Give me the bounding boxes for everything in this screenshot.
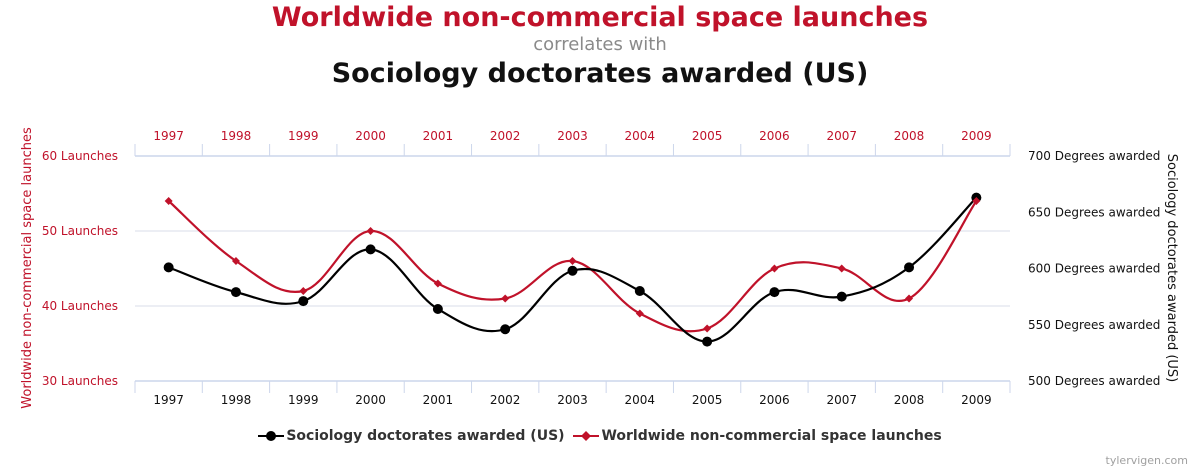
- point-doctorates-2008: [904, 262, 915, 273]
- y-left-axis-title: Worldwide non-commercial space launches: [20, 127, 35, 409]
- y-left-tick-label: 50 Launches: [42, 224, 118, 238]
- x-tick-label-bottom: 2005: [692, 393, 723, 407]
- point-launches-1998: [231, 257, 240, 265]
- y-right-tick-label: 650 Degrees awarded: [1028, 205, 1160, 219]
- point-launches-2001: [433, 279, 442, 288]
- x-tick-label-top: 1997: [153, 129, 184, 143]
- legend-marker-doctorates: [258, 431, 285, 441]
- point-doctorates-1999: [298, 296, 309, 307]
- y-right-tick-label: 600 Degrees awarded: [1028, 262, 1160, 276]
- point-doctorates-2002: [500, 324, 511, 335]
- point-launches-2000: [366, 227, 375, 235]
- x-tick-label-top: 2000: [355, 129, 386, 143]
- x-tick-label-bottom: 1998: [221, 393, 252, 407]
- x-tick-label-top: 2004: [625, 129, 656, 143]
- x-tick-label-bottom: 2003: [557, 393, 588, 407]
- legend-label-doctorates: Sociology doctorates awarded (US): [286, 428, 565, 444]
- point-launches-2009: [972, 197, 981, 205]
- x-tick-label-top: 2005: [692, 129, 723, 143]
- point-doctorates-2007: [836, 291, 847, 302]
- x-tick-label-bottom: 2008: [894, 393, 925, 407]
- y-left-tick-label: 60 Launches: [42, 149, 118, 163]
- point-launches-2004: [635, 309, 644, 318]
- point-doctorates-2004: [634, 286, 645, 296]
- point-doctorates-2003: [567, 265, 578, 276]
- point-doctorates-2000: [365, 244, 376, 255]
- point-doctorates-2001: [432, 304, 443, 314]
- y-left-tick-label: 30 Launches: [42, 374, 118, 388]
- chart-title-connector: correlates with: [533, 34, 667, 55]
- point-doctorates-2005: [702, 336, 713, 347]
- point-doctorates-2006: [769, 287, 780, 298]
- x-tick-label-bottom: 2009: [961, 393, 992, 407]
- series: [163, 192, 982, 347]
- point-launches-2005: [703, 324, 712, 333]
- x-tick-label-bottom: 2000: [355, 393, 386, 407]
- y-right-tick-label: 700 Degrees awarded: [1028, 149, 1160, 163]
- x-tick-label-bottom: 2006: [759, 393, 790, 407]
- legend-item-doctorates[interactable]: Sociology doctorates awarded (US): [258, 428, 565, 444]
- x-tick-label-top: 2006: [759, 129, 790, 143]
- x-tick-label-top: 2001: [423, 129, 454, 143]
- x-tick-label-top: 2008: [894, 129, 925, 143]
- point-doctorates-1997: [163, 262, 174, 273]
- point-launches-2003: [568, 257, 577, 265]
- x-tick-label-bottom: 2001: [423, 393, 454, 407]
- legend-item-launches[interactable]: Worldwide non-commercial space launches: [573, 428, 942, 444]
- y-right-tick-label: 500 Degrees awarded: [1028, 374, 1160, 388]
- x-tick-label-bottom: 1999: [288, 393, 319, 407]
- point-doctorates-1998: [230, 287, 241, 298]
- legend-marker-launches: [573, 431, 600, 441]
- grid-lines: [135, 230, 1010, 307]
- chart-title-series-b: Sociology doctorates awarded (US): [331, 58, 869, 89]
- point-launches-2008: [905, 294, 914, 303]
- x-tick-label-top: 2007: [826, 129, 857, 143]
- point-launches-2007: [837, 264, 846, 273]
- x-tick-label-top: 2002: [490, 129, 521, 143]
- y-right-tick-label: 550 Degrees awarded: [1028, 318, 1160, 332]
- point-launches-1997: [164, 197, 173, 205]
- point-launches-1999: [299, 287, 308, 295]
- chart-title-series-a: Worldwide non-commercial space launches: [271, 2, 929, 33]
- source-credit[interactable]: tylervigen.com: [1105, 454, 1188, 467]
- x-tick-label-bottom: 2004: [625, 393, 656, 407]
- x-tick-label-bottom: 2002: [490, 393, 521, 407]
- x-tick-label-top: 1998: [221, 129, 252, 143]
- x-tick-label-top: 1999: [288, 129, 319, 143]
- point-launches-2002: [501, 294, 510, 303]
- axes: 1997 1997 1998 1998 1999 1999 2000 2000 2001 2001…: [20, 127, 1179, 409]
- x-tick-label-top: 2009: [961, 129, 992, 143]
- y-left-tick-label: 40 Launches: [42, 299, 118, 313]
- x-tick-label-bottom: 1997: [153, 393, 184, 407]
- x-tick-label-bottom: 2007: [826, 393, 857, 407]
- y-right-axis-title: Sociology doctorates awarded (US): [1164, 154, 1179, 383]
- point-launches-2006: [770, 264, 779, 273]
- chart-legend: Sociology doctorates awarded (US) Worldw…: [0, 428, 1200, 446]
- x-tick-label-top: 2003: [557, 129, 588, 143]
- legend-label-launches: Worldwide non-commercial space launches: [601, 428, 942, 444]
